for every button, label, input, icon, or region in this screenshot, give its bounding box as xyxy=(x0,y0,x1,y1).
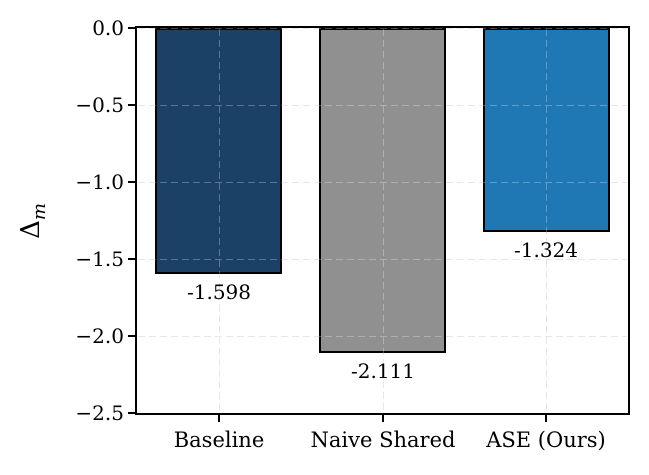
y-axis-label-subscript: m xyxy=(29,203,51,221)
h-gridline xyxy=(138,413,627,414)
bar xyxy=(155,28,282,274)
x-tick-mark xyxy=(218,415,220,422)
y-axis-label-symbol: Δ xyxy=(16,220,46,239)
h-gridline xyxy=(138,413,627,414)
bar xyxy=(319,28,446,353)
y-tick-label: −1.5 xyxy=(75,247,124,271)
y-tick-mark xyxy=(128,181,135,183)
x-category-label: Baseline xyxy=(173,428,265,452)
y-tick-label: 0.0 xyxy=(92,16,124,40)
bar-value-label: -1.598 xyxy=(186,280,251,304)
x-category-label: Naive Shared xyxy=(310,428,456,452)
x-tick-mark xyxy=(382,415,384,422)
bar-value-label: -1.324 xyxy=(513,238,578,262)
y-tick-mark xyxy=(128,335,135,337)
y-tick-label: −1.0 xyxy=(75,170,124,194)
bar xyxy=(483,28,610,232)
x-category-label: ASE (Ours) xyxy=(486,428,606,452)
bar-value-label: -2.111 xyxy=(350,359,415,383)
y-tick-label: −0.5 xyxy=(75,93,124,117)
y-tick-mark xyxy=(128,104,135,106)
y-tick-label: −2.5 xyxy=(75,401,124,425)
x-tick-mark xyxy=(545,415,547,422)
y-tick-label: −2.0 xyxy=(75,324,124,348)
y-axis-label: Δm xyxy=(16,203,50,239)
y-tick-mark xyxy=(128,412,135,414)
y-tick-mark xyxy=(128,258,135,260)
y-tick-mark xyxy=(128,27,135,29)
